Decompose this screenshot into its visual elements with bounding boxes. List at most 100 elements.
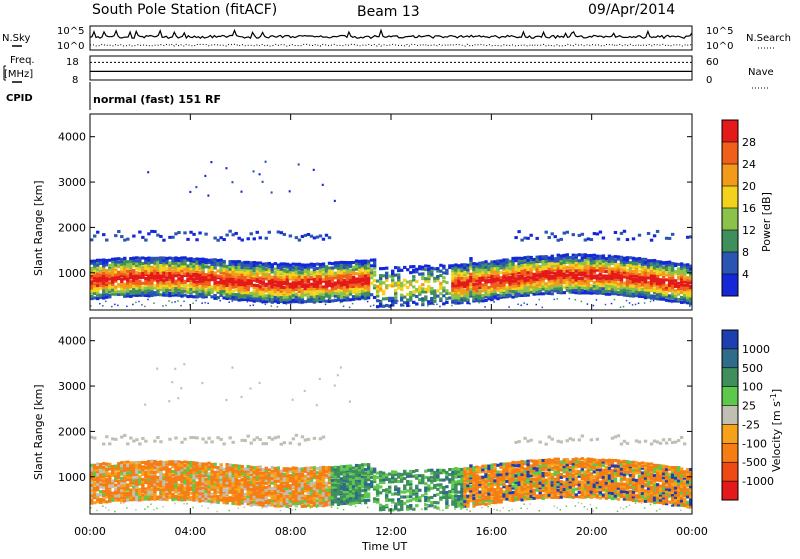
echo-cell (578, 287, 581, 290)
echo-cell (352, 288, 355, 291)
echo-cell (523, 284, 526, 287)
echo-cell (364, 489, 367, 492)
echo-cell (680, 281, 683, 284)
echo-cell (141, 498, 144, 501)
echo-cell (674, 297, 677, 300)
echo-cell (186, 258, 189, 261)
echo-cell (599, 260, 602, 263)
echo-cell (247, 274, 250, 277)
echo-cell (478, 280, 481, 283)
echo-cell (201, 477, 204, 480)
echo-cell (135, 461, 138, 464)
echo-cell (551, 255, 554, 258)
echo-cell (108, 264, 111, 267)
echo-cell (168, 286, 171, 289)
echo-cell (415, 490, 418, 493)
echo-cell (620, 283, 623, 286)
echo-cell (620, 286, 623, 289)
echo-cell (159, 496, 162, 499)
echo-cell (123, 496, 126, 499)
echo-cell (183, 494, 186, 497)
echo-cell (259, 476, 262, 479)
echo-cell (517, 230, 520, 233)
echo-cell (138, 291, 141, 294)
echo-cell (526, 271, 529, 274)
echo-cell (424, 277, 427, 280)
echo-cell (436, 507, 438, 509)
echo-cell (346, 298, 349, 301)
echo-cell (529, 281, 532, 284)
y-tick-label: 2000 (58, 221, 86, 234)
echo-cell (596, 274, 599, 277)
echo-cell (505, 286, 508, 289)
echo-cell (439, 282, 442, 285)
echo-cell (228, 268, 231, 271)
echo-cell (228, 482, 231, 485)
echo-cell (265, 442, 268, 445)
echo-cell (602, 260, 605, 263)
echo-cell (538, 278, 541, 281)
echo-cell (129, 270, 132, 273)
echo-cell (319, 263, 322, 266)
echo-cell (340, 261, 343, 264)
echo-cell (96, 474, 99, 477)
echo-cell (153, 302, 155, 304)
echo-cell (234, 497, 237, 500)
echo-cell (162, 274, 165, 277)
echo-cell (192, 303, 194, 305)
echo-cell (382, 290, 385, 293)
echo-cell (361, 463, 364, 466)
echo-cell (274, 275, 277, 278)
echo-cell (487, 266, 490, 269)
echo-cell (207, 283, 210, 286)
echo-cell (560, 287, 563, 290)
echo-cell (165, 305, 167, 307)
echo-cell (490, 275, 493, 278)
echo-cell (192, 273, 195, 276)
echo-cell (331, 493, 334, 496)
echo-cell (629, 269, 632, 272)
echo-cell (307, 263, 310, 266)
echo-cell (490, 260, 493, 263)
echo-cell (538, 299, 540, 301)
echo-cell (418, 474, 421, 477)
echo-cell (265, 304, 267, 306)
echo-cell (265, 268, 268, 271)
echo-cell (153, 277, 156, 280)
echo-cell (195, 462, 198, 465)
echo-cell (325, 503, 328, 506)
echo-cell (201, 470, 204, 473)
echo-cell (268, 479, 271, 482)
echo-cell (532, 263, 535, 266)
echo-cell (225, 463, 228, 466)
echo-cell (499, 276, 502, 279)
echo-cell (177, 277, 180, 280)
echo-cell (508, 306, 510, 308)
echo-cell (295, 271, 298, 274)
echo-cell (313, 268, 316, 271)
echo-cell (237, 487, 240, 490)
echo-cell (490, 278, 493, 281)
echo-cell (259, 301, 261, 303)
echo-cell (391, 270, 394, 273)
echo-cell (542, 292, 545, 295)
echo-cell (355, 268, 358, 271)
echo-cell (602, 254, 605, 257)
echo-cell (403, 484, 406, 487)
echo-cell (370, 282, 373, 285)
echo-cell (605, 285, 608, 288)
echo-cell (502, 279, 505, 282)
echo-cell (511, 260, 514, 263)
echo-cell (442, 303, 444, 305)
echo-cell (505, 291, 508, 294)
echo-cell (195, 273, 198, 276)
echo-cell (289, 508, 291, 510)
echo-cell (430, 297, 433, 300)
echo-cell (111, 306, 113, 308)
echo-cell (304, 390, 306, 392)
echo-cell (463, 294, 466, 297)
echo-cell (319, 477, 322, 480)
echo-cell (307, 278, 310, 281)
echo-cell (532, 258, 535, 261)
echo-cell (147, 470, 150, 473)
